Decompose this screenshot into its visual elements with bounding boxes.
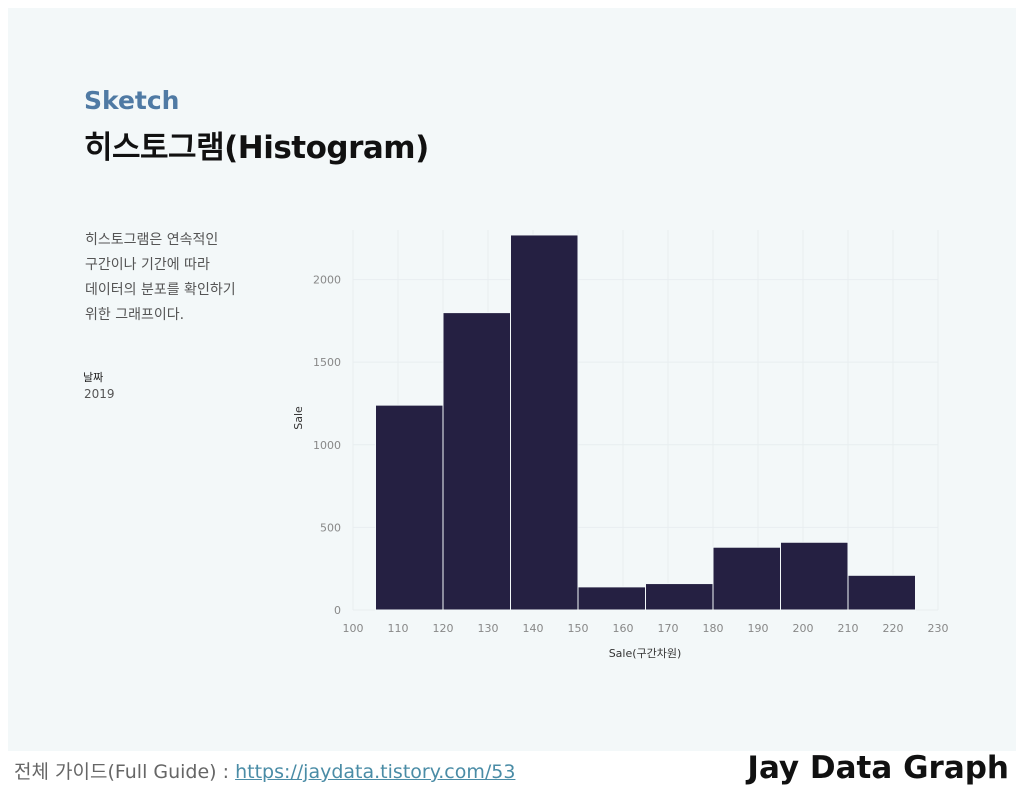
x-tick-label: 210: [838, 622, 859, 635]
date-filter-value[interactable]: 2019: [84, 387, 115, 401]
y-tick-label: 1500: [313, 356, 341, 369]
description-line: 히스토그램은 연속적인: [85, 232, 219, 248]
brand-logo: Jay Data Graph: [747, 750, 1009, 786]
x-tick-label: 160: [613, 622, 634, 635]
description-line: 구간이나 기간에 따라: [85, 257, 210, 273]
y-tick-label: 1000: [313, 439, 341, 452]
x-tick-label: 230: [928, 622, 949, 635]
y-axis-ticks: 0 500 1000 1500 2000: [313, 274, 341, 617]
y-axis-label: Sale: [292, 406, 305, 430]
date-filter-label: 날짜: [83, 371, 104, 384]
x-tick-label: 170: [658, 622, 679, 635]
description-line: 위한 그래프이다.: [85, 307, 185, 323]
x-tick-label: 150: [568, 622, 589, 635]
x-tick-label: 180: [703, 622, 724, 635]
x-axis-label: Sale(구간차원): [609, 647, 682, 660]
x-tick-label: 190: [748, 622, 769, 635]
histogram-bar[interactable]: [510, 234, 579, 611]
guide-link[interactable]: https://jaydata.tistory.com/53: [235, 761, 516, 783]
histogram-bar[interactable]: [375, 404, 444, 611]
description-line: 데이터의 분포를 확인하기: [85, 282, 236, 298]
footer-guide-prefix: 전체 가이드(Full Guide) :: [14, 761, 236, 783]
x-axis-ticks: 100 110 120 130 140 150 160 170 180 190 200 210 220 2…: [343, 622, 949, 635]
x-tick-label: 130: [478, 622, 499, 635]
x-tick-label: 120: [433, 622, 454, 635]
chart-bars: [375, 234, 916, 611]
description: 히스토그램은 연속적인 구간이나 기간에 따라 데이터의 분포를 확인하기 위한…: [85, 228, 236, 328]
x-tick-label: 110: [388, 622, 409, 635]
sketch-label: Sketch: [84, 86, 180, 115]
page-title: 히스토그램(Histogram): [84, 130, 429, 166]
x-tick-label: 140: [523, 622, 544, 635]
histogram-bar[interactable]: [645, 583, 714, 611]
x-tick-label: 100: [343, 622, 364, 635]
histogram-bar[interactable]: [780, 541, 849, 611]
histogram-bar[interactable]: [577, 586, 646, 611]
footer-guide: 전체 가이드(Full Guide) : https://jaydata.tis…: [14, 757, 515, 784]
y-tick-label: 500: [320, 521, 341, 534]
x-tick-label: 220: [883, 622, 904, 635]
x-tick-label: 200: [793, 622, 814, 635]
histogram-bar[interactable]: [712, 546, 781, 611]
histogram-bar[interactable]: [442, 312, 511, 611]
y-tick-label: 0: [334, 604, 341, 617]
y-tick-label: 2000: [313, 274, 341, 287]
histogram-bar[interactable]: [847, 574, 916, 611]
